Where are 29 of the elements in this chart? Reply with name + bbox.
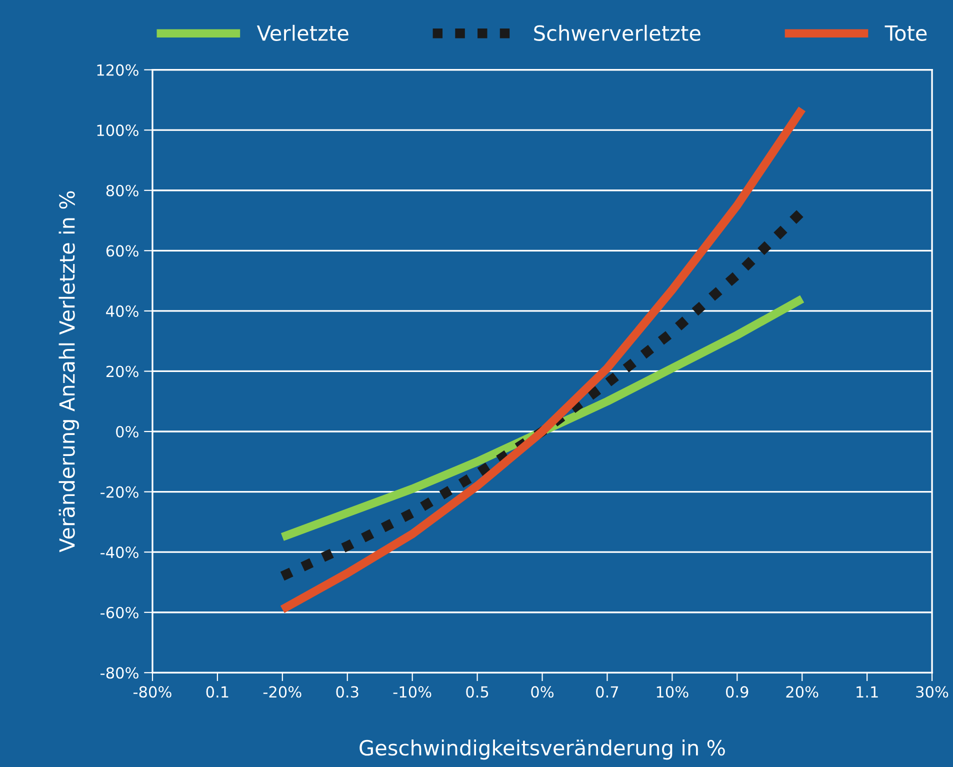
x-tick-label: 30% [916,686,948,698]
y-tick-label: 80% [106,184,138,196]
x-tick-label: 20% [786,686,818,698]
y-tick-label: 100% [97,124,138,136]
x-tick-label: -80% [133,686,172,698]
legend-label: Schwerverletzte [534,24,700,41]
legend-label: Verletzte [256,24,348,41]
x-tick-label: -20% [263,686,302,698]
x-tick-label: 0.5 [466,686,488,698]
x-tick-label: 0.1 [206,686,228,698]
x-tick-label: 0% [531,686,554,698]
x-tick-label: 0.9 [726,686,748,698]
y-tick-label: 120% [97,64,138,76]
x-tick-label: 0.3 [336,686,358,698]
y-tick-label: 0% [116,426,138,438]
y-tick-label: -60% [100,606,138,618]
y-tick-label: -40% [100,546,138,558]
x-axis-title: Geschwindigkeitsveränderung in % [360,740,725,760]
y-tick-label: 60% [106,245,138,257]
y-tick-label: -80% [100,667,138,679]
legend-label: Tote [884,25,927,41]
x-tick-label: -10% [393,686,432,698]
x-tick-label: 10% [656,686,688,698]
x-tick-label: 1.1 [856,686,878,698]
y-axis-title: Veränderung Anzahl Verletzte in % [58,191,79,552]
y-tick-label: 40% [106,305,138,317]
y-tick-label: -20% [100,486,138,498]
x-tick-label: 0.7 [596,686,618,698]
y-tick-label: 20% [106,366,138,378]
